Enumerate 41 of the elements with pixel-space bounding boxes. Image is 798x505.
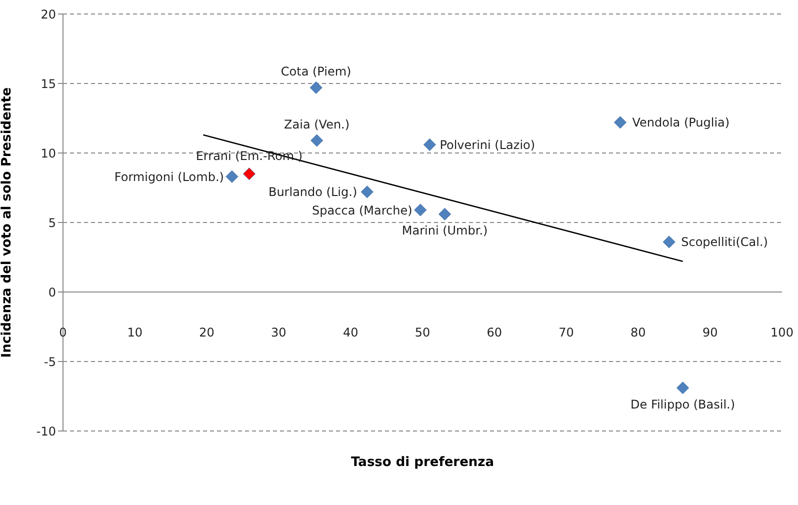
- annotation: Burlando (Lig.): [268, 185, 358, 200]
- x-tick-label: 50: [414, 326, 430, 340]
- annotation: De Filippo (Basil.): [630, 397, 736, 412]
- point: [662, 236, 676, 248]
- annotation: Cota (Piem): [280, 64, 352, 79]
- annotation: Scopelliti(Cal.): [681, 235, 768, 250]
- annotation: Spacca (Marche): [312, 203, 412, 218]
- x-tick-label: 0: [59, 326, 67, 340]
- x-axis-title: Tasso di preferenza: [350, 455, 494, 470]
- y-tick-label: 10: [40, 146, 56, 160]
- point: [310, 81, 322, 94]
- x-tick-label: 40: [342, 326, 358, 340]
- x-tick-label: 100: [770, 326, 794, 340]
- annotation: Formigoni (Lomb.): [114, 170, 224, 184]
- y-tick-label: 20: [40, 7, 56, 22]
- x-tick-label: 70: [558, 326, 574, 340]
- point: [360, 186, 374, 198]
- y-tick-label: 15: [40, 76, 56, 91]
- point: [226, 170, 238, 183]
- point: [310, 134, 324, 147]
- x-tick-label: 80: [630, 326, 646, 340]
- x-tick-label: 30: [271, 326, 286, 340]
- x-tick-label: 90: [702, 326, 718, 340]
- x-tick-label: 60: [486, 326, 502, 340]
- point: [242, 168, 256, 180]
- point: [614, 116, 626, 129]
- point: [676, 382, 690, 394]
- annotation: Zaia (Ven.): [284, 117, 350, 132]
- annotation: Marini (Umbr.): [402, 224, 488, 238]
- y-tick-label: 5: [48, 216, 56, 230]
- point: [438, 208, 452, 220]
- point: [414, 204, 427, 216]
- y-tick-label: -10: [36, 424, 56, 438]
- y-tick-label: 0: [48, 285, 56, 300]
- y-axis-title: Incidenza del voto al solo Presidente: [0, 87, 15, 358]
- x-tick-label: 10: [127, 326, 143, 340]
- x-tick-label: 20: [199, 326, 214, 340]
- point: [423, 138, 436, 151]
- annotation: Polverini (Lazio): [440, 138, 536, 152]
- y-tick-label: -5: [44, 354, 56, 369]
- annotation: Vendola (Puglia): [632, 116, 730, 130]
